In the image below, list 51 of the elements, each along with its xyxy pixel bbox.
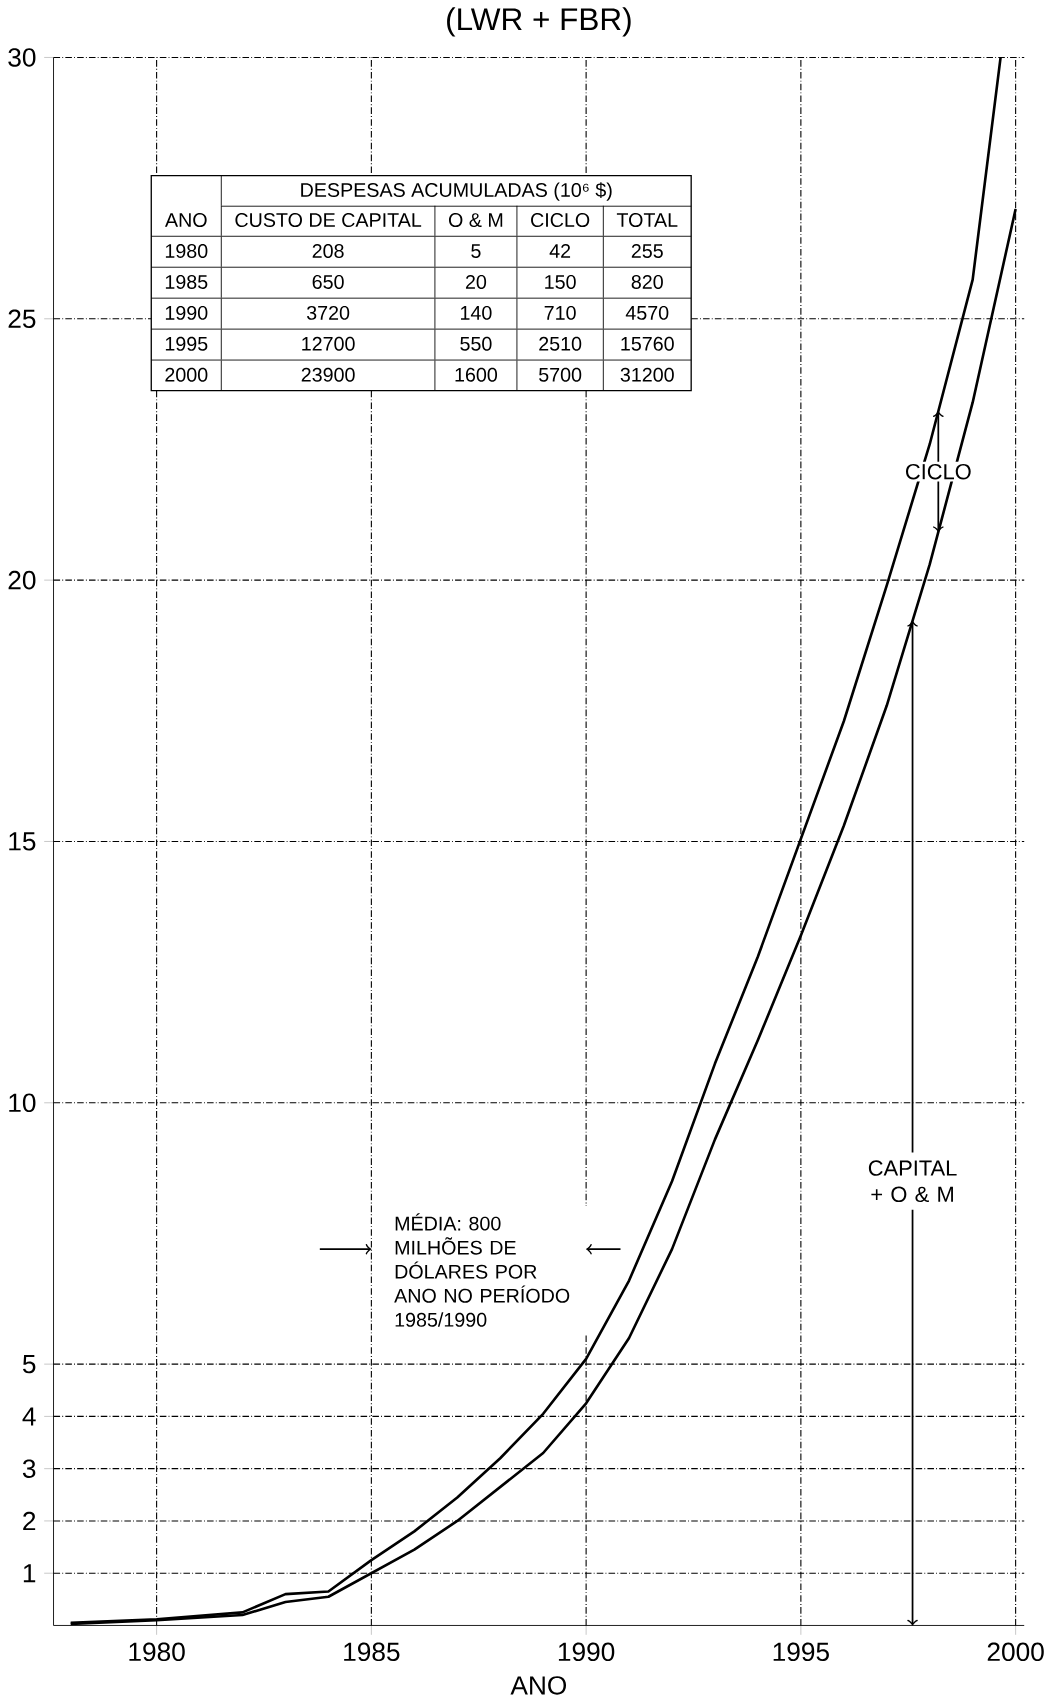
annotation: 42 xyxy=(549,244,571,258)
annotation: 2510 xyxy=(539,336,582,351)
annotation: DESPESAS ACUMULADAS (10⁶ $) xyxy=(301,182,612,201)
x-tick-label: 1985 xyxy=(344,1642,400,1662)
annotation: 255 xyxy=(631,244,663,258)
annotation: CICLO xyxy=(905,463,971,480)
annotation: 5 xyxy=(471,244,481,258)
annotation: 5700 xyxy=(538,367,582,382)
annotation: 4570 xyxy=(625,305,669,320)
y-tick-label: 1 xyxy=(23,1564,36,1583)
y-tick-label: 4 xyxy=(22,1407,36,1426)
annotation: ANO xyxy=(164,213,207,228)
x-tick-label: 1995 xyxy=(773,1642,829,1662)
annotation: 20 xyxy=(465,274,487,289)
annotation: 31200 xyxy=(620,367,674,382)
annotation: 140 xyxy=(460,305,492,320)
annotation: 12700 xyxy=(302,336,355,351)
annotation: 150 xyxy=(545,274,576,289)
annotation: 1990 xyxy=(165,305,208,320)
annotation: 15760 xyxy=(621,336,674,351)
y-tick-label: 10 xyxy=(9,1093,36,1113)
annotation: 208 xyxy=(312,244,344,258)
y-tick-label: 25 xyxy=(8,309,36,329)
annotation: 3720 xyxy=(306,305,350,320)
annotation: 650 xyxy=(312,274,344,289)
y-tick-label: 20 xyxy=(8,570,36,590)
annotation: 23900 xyxy=(301,367,355,382)
x-axis-title: ANO xyxy=(510,1676,566,1695)
annotation: CUSTO DE CAPITAL xyxy=(235,213,422,228)
annotation: 820 xyxy=(631,274,663,289)
annotation: MÉDIA: 800 MILHÕES DE DÓLARES POR ANO NO PERÍODO 1985/1990 xyxy=(394,1213,570,1327)
chart-title: (LWR + FBR) xyxy=(447,7,631,37)
annotation: CAPITAL + O & M xyxy=(868,1160,957,1203)
x-tick-label: 2000 xyxy=(987,1642,1044,1662)
y-tick-label: 3 xyxy=(22,1459,36,1478)
x-tick-label: 1980 xyxy=(129,1642,185,1662)
annotation: 2000 xyxy=(165,367,208,382)
annotation: TOTAL xyxy=(616,213,678,228)
y-tick-label: 30 xyxy=(8,48,36,67)
y-tick-label: 2 xyxy=(23,1511,36,1531)
annotation: O & M xyxy=(448,213,503,228)
annotation: 710 xyxy=(544,305,576,320)
annotation: 550 xyxy=(460,336,492,351)
annotation: CICLO xyxy=(530,213,590,228)
annotation: 1980 xyxy=(165,244,208,258)
annotation: 1600 xyxy=(455,367,497,382)
y-tick-label: 5 xyxy=(22,1354,36,1374)
y-tick-label: 15 xyxy=(9,832,36,851)
annotation: 1995 xyxy=(165,336,208,351)
x-tick-label: 1990 xyxy=(558,1642,615,1662)
annotation: 1985 xyxy=(165,274,208,289)
